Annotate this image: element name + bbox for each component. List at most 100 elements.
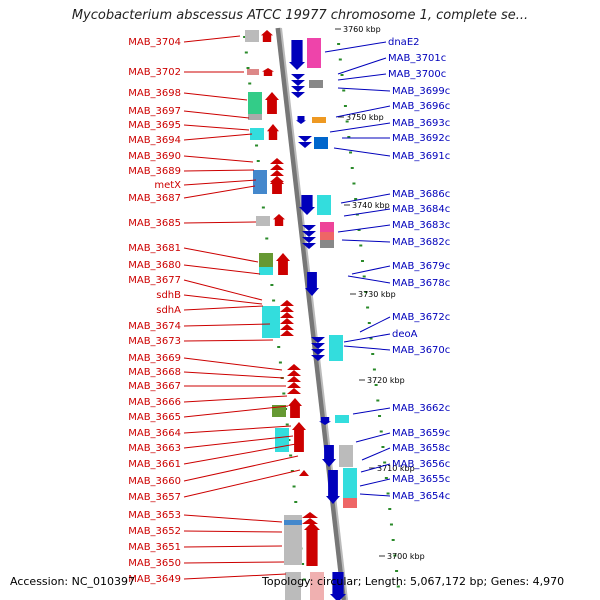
- gene-label-forward: metX: [154, 180, 181, 191]
- leader-line: [183, 221, 257, 224]
- leader-line: [183, 530, 283, 533]
- gene-box: [335, 415, 349, 423]
- tick-dot: [391, 539, 395, 541]
- tick-dot: [352, 182, 356, 185]
- leader-line: [343, 345, 391, 351]
- tick-dot: [343, 105, 347, 107]
- leader-line: [359, 493, 391, 497]
- gene-label-reverse: MAB_3658c: [392, 443, 450, 454]
- gene-label-reverse: MAB_3654c: [392, 491, 450, 502]
- gene-labels: MAB_3704 MAB_3702 MAB_3698 MAB_3697 MAB_3695…: [128, 37, 450, 585]
- leader-line: [351, 265, 391, 275]
- leader-line: [183, 561, 285, 564]
- gene-box: [309, 80, 323, 88]
- tick-dot: [272, 299, 276, 302]
- tick-dot: [338, 58, 342, 61]
- gene-label-reverse: MAB_3659c: [392, 428, 450, 439]
- tick-dot: [246, 67, 250, 69]
- topology-text: Topology: circular; Length: 5,067,172 bp…: [262, 575, 565, 588]
- scale-label: 3720 kbp: [367, 376, 405, 385]
- gene-box: [248, 92, 262, 114]
- gene-label-forward: MAB_3689: [128, 166, 181, 177]
- tick-dot: [371, 353, 375, 355]
- gene-label-forward: MAB_3677: [128, 275, 181, 286]
- gene-box: [247, 69, 259, 75]
- gene-arrow-reverse: [296, 116, 306, 124]
- leader-line: [183, 35, 241, 43]
- scale-label: 3750 kbp: [346, 113, 384, 122]
- leader-line: [183, 169, 255, 172]
- gene-arrow-reverse: [289, 40, 305, 70]
- gene-arrow-forward: [267, 124, 279, 140]
- tick-dot: [244, 51, 248, 54]
- tick-dot: [383, 461, 387, 464]
- scale-label: 3710 kbp: [377, 464, 415, 473]
- gene-label-forward: MAB_3660: [128, 476, 181, 487]
- gene-arrow-forward: [292, 422, 306, 452]
- chromosome-backbone: [275, 27, 348, 600]
- scale-label: 3740 kbp: [352, 201, 390, 210]
- leader-line: [183, 469, 301, 498]
- gene-arrow-reverse: [319, 417, 331, 425]
- gene-label-reverse: MAB_3670c: [392, 345, 450, 356]
- gene-chevron-reverse: [302, 243, 316, 249]
- leader-line: [183, 133, 253, 141]
- gene-chevron-reverse: [291, 92, 305, 98]
- gene-label-forward: sdhA: [156, 305, 181, 316]
- gene-box: [259, 267, 273, 275]
- gene-label-reverse: MAB_3678c: [392, 278, 450, 289]
- tick-dot: [265, 237, 269, 240]
- gene-label-reverse: MAB_3691c: [392, 151, 450, 162]
- gene-box: [284, 520, 302, 525]
- leader-line: [183, 264, 261, 275]
- scale-label: 3760 kbp: [343, 25, 381, 34]
- leader-line: [183, 455, 299, 482]
- scale-label: 3730 kbp: [358, 290, 396, 299]
- tick-dot: [355, 213, 359, 216]
- tick-dot: [248, 82, 252, 85]
- tick-dot: [243, 36, 247, 38]
- gene-label-forward: MAB_3690: [128, 151, 181, 162]
- gene-label-forward: MAB_3685: [128, 218, 181, 229]
- leader-line: [183, 185, 256, 199]
- gene-label-forward: MAB_3695: [128, 120, 181, 131]
- tick-dot: [349, 151, 353, 154]
- tick-dot: [381, 446, 385, 448]
- gene-arrow-reverse: [322, 445, 336, 467]
- gene-chevron-forward: [270, 158, 284, 164]
- tick-dot: [357, 229, 361, 231]
- gene-label-reverse: MAB_3686c: [392, 189, 450, 200]
- leader-line: [341, 239, 391, 243]
- tick-dot: [359, 244, 363, 247]
- tick-dot: [372, 368, 376, 371]
- gene-arrow-forward: [299, 470, 309, 476]
- leader-line: [183, 405, 289, 418]
- leader-line: [183, 357, 283, 371]
- gene-chevron-forward: [270, 164, 284, 170]
- tick-dot: [282, 392, 286, 395]
- gene-chevron-forward: [287, 388, 301, 394]
- gene-chevron-reverse: [302, 231, 316, 237]
- gene-label-forward: MAB_3663: [128, 443, 181, 454]
- leader-line: [183, 395, 288, 403]
- gene-chevron-forward: [280, 312, 294, 318]
- gene-label-forward: MAB_3704: [128, 37, 181, 48]
- leader-line: [183, 514, 283, 523]
- tick-dot: [367, 322, 371, 324]
- gene-box: [329, 335, 343, 361]
- gene-label-forward: MAB_3650: [128, 558, 181, 569]
- gene-label-reverse: deoA: [392, 329, 418, 340]
- tick-dot: [379, 430, 383, 433]
- tick-dot: [360, 260, 364, 262]
- leader-line: [183, 305, 264, 311]
- gene-chevron-reverse: [291, 80, 305, 86]
- gene-chevron-reverse: [298, 136, 312, 142]
- gene-label-reverse: MAB_3700c: [388, 69, 446, 80]
- leader-line: [183, 435, 294, 449]
- leader-line: [337, 57, 387, 75]
- gene-chevron-reverse: [291, 74, 305, 80]
- tick-dot: [362, 275, 366, 278]
- gene-box: [250, 128, 264, 140]
- gene-box: [245, 30, 259, 42]
- gene-chevron-forward: [270, 170, 284, 176]
